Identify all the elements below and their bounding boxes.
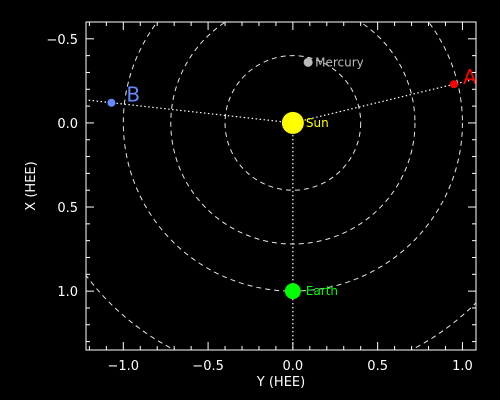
marker-spacecraft-b — [107, 98, 116, 107]
label-mercury: Mercury — [315, 55, 364, 69]
marker-sun — [281, 111, 304, 134]
y-tick-label: 0.5 — [57, 201, 78, 216]
body-markers: Sun Mercury Earth A B — [107, 55, 477, 300]
sightline-a — [292, 78, 476, 124]
label-spacecraft-b: B — [126, 83, 140, 107]
x-tick-label: 0.5 — [367, 359, 388, 374]
x-tick-label: 1.0 — [452, 359, 473, 374]
label-earth: Earth — [306, 284, 338, 298]
x-tick-label: −1.0 — [108, 359, 140, 374]
y-tick-label: 0.0 — [57, 117, 78, 132]
x-tick-label: 0.0 — [283, 359, 304, 374]
marker-spacecraft-a — [449, 80, 458, 89]
label-sun: Sun — [306, 116, 329, 130]
marker-mercury — [303, 57, 313, 67]
label-spacecraft-a: A — [463, 65, 477, 89]
plot-frame — [85, 21, 477, 351]
marker-earth — [284, 283, 301, 300]
axis-ticks: −1.0 −0.5 0.0 0.5 1.0 −0.5 0.0 0.5 1.0 — [46, 22, 476, 374]
sightline-b — [86, 99, 293, 124]
sightlines — [86, 78, 476, 350]
x-tick-label: −0.5 — [192, 359, 224, 374]
orbit-circle — [224, 55, 362, 191]
y-tick-label: 1.0 — [57, 285, 78, 300]
y-tick-label: −0.5 — [46, 33, 78, 48]
y-axis-title: X (HEE) — [24, 161, 39, 210]
x-axis-title: Y (HEE) — [256, 375, 305, 390]
